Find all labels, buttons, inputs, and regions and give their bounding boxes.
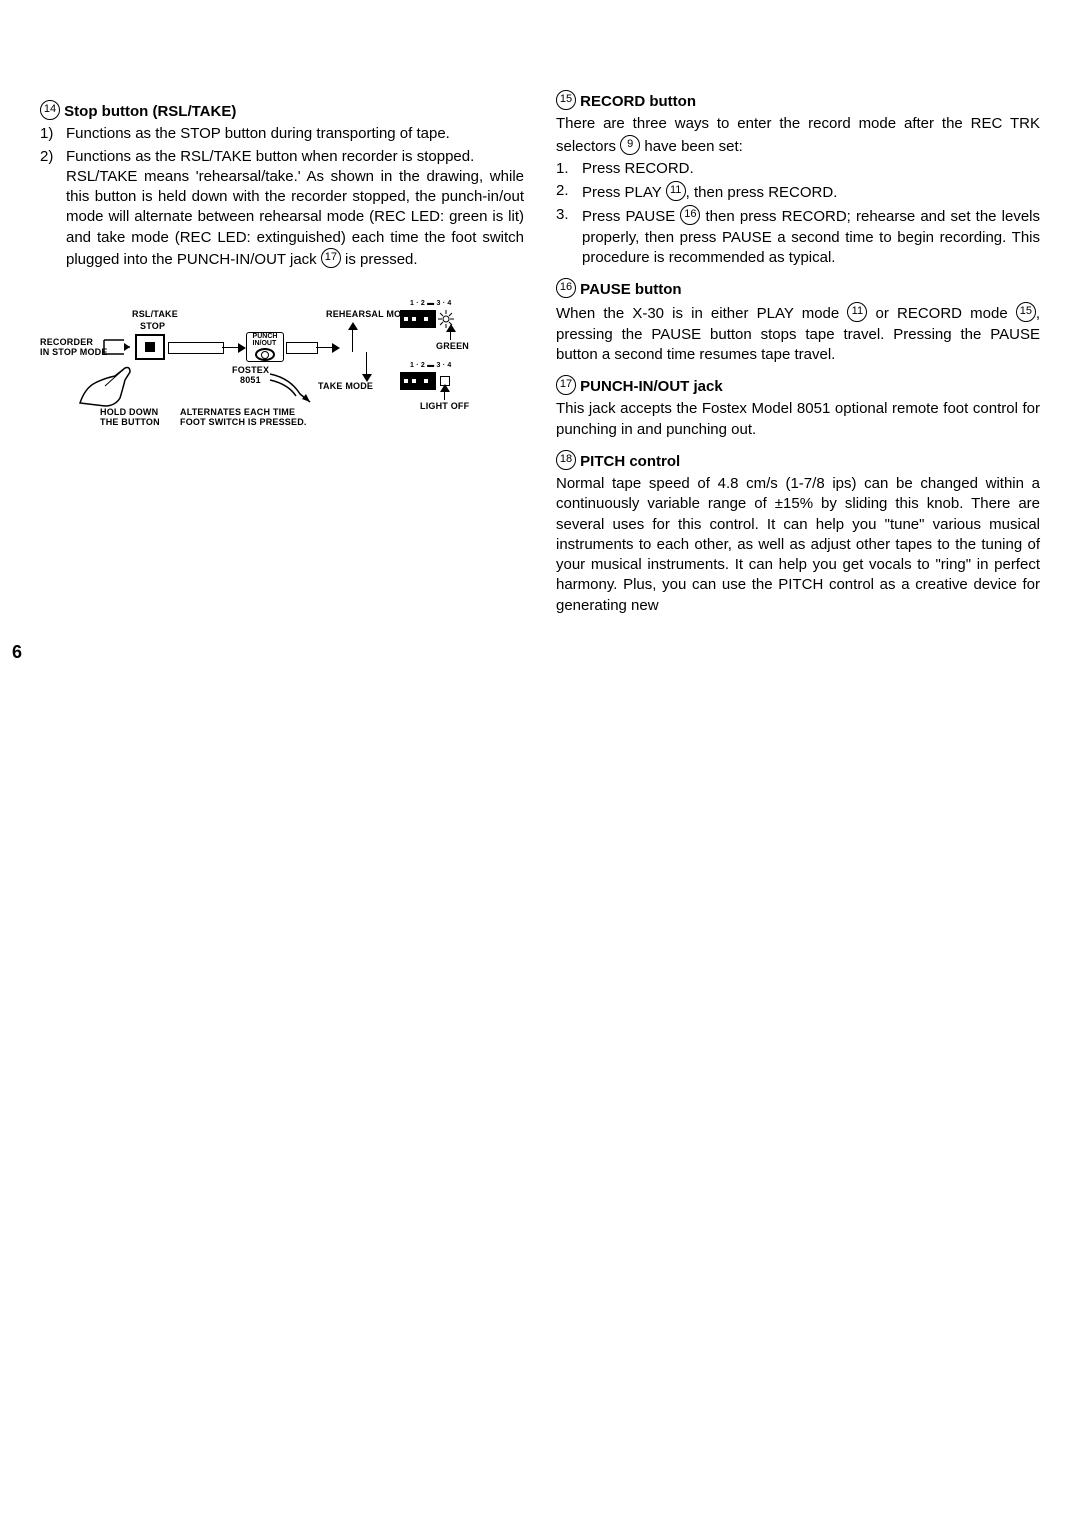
section-14-head: 14 Stop button (RSL/TAKE): [40, 100, 524, 122]
diag-label-green: GREEN: [436, 342, 469, 352]
diag-stop-button-icon: [135, 334, 165, 360]
diag-label-footswitch: FOOT SWITCH IS PRESSED.: [180, 418, 307, 428]
diag-label-stop: STOP: [140, 322, 165, 332]
list-number: 2.: [556, 181, 576, 203]
list-text: Functions as the STOP button during tran…: [66, 124, 524, 144]
section-17-title: PUNCH-IN/OUT jack: [580, 378, 723, 395]
diag-label-instop: IN STOP MODE: [40, 348, 108, 358]
diag-punch-ring-icon: [255, 348, 275, 361]
section-18-body: Normal tape speed of 4.8 cm/s (1-7/8 ips…: [556, 474, 1040, 616]
diag-lightoff-arrow-icon: [444, 390, 445, 400]
diag-label-take: TAKE MODE: [318, 382, 373, 392]
ref-11-icon: 11: [666, 181, 686, 201]
diag-arrow-up-icon: [352, 328, 353, 352]
section-15-title: RECORD button: [580, 93, 696, 110]
diag-arrow2-icon: [316, 347, 334, 348]
diag-box1: [168, 342, 224, 354]
ref-17-icon: 17: [321, 248, 341, 268]
diag-fostex-curve-icon: [240, 366, 320, 406]
rsl-take-diagram: RSL/TAKE STOP RECORDER IN STOP MODE HOLD…: [40, 310, 470, 480]
list-text: Press PAUSE 16 then press RECORD; rehear…: [582, 205, 1040, 268]
left-column: 14 Stop button (RSL/TAKE) 1) Functions a…: [40, 90, 524, 618]
section-14-para: RSL/TAKE means 'rehearsal/take.' As show…: [66, 167, 524, 270]
section-15-head: 15 RECORD button: [556, 90, 1040, 112]
section-14-title: Stop button (RSL/TAKE): [64, 103, 236, 120]
list-number: 1.: [556, 159, 576, 179]
diag-punch-label: PUNCH IN/OUT: [253, 333, 278, 347]
diag-label-thebutton: THE BUTTON: [100, 418, 160, 428]
diag-hand-icon: [75, 358, 135, 408]
ref-18-icon: 18: [556, 450, 576, 470]
list-text: Press PLAY 11, then press RECORD.: [582, 181, 1040, 203]
ref-14-icon: 14: [40, 100, 60, 120]
diag-punch-box: PUNCH IN/OUT: [246, 332, 284, 362]
section-18-head: 18 PITCH control: [556, 450, 1040, 472]
list-item: 1. Press RECORD.: [556, 159, 1040, 179]
list-item: 2) Functions as the RSL/TAKE button when…: [40, 147, 524, 271]
list-number: 3.: [556, 205, 576, 268]
p16a: When the X-30 is in either PLAY mode: [556, 305, 847, 322]
ref-15b-icon: 15: [1016, 302, 1036, 322]
page-number: 6: [12, 640, 22, 664]
section-18-title: PITCH control: [580, 453, 680, 470]
section-17-body: This jack accepts the Fostex Model 8051 …: [556, 399, 1040, 440]
diag-box2: [286, 342, 318, 354]
list-item: 3. Press PAUSE 16 then press RECORD; reh…: [556, 205, 1040, 268]
diag-led-top: [400, 310, 436, 328]
diag-arrow1-icon: [222, 347, 240, 348]
section-15-intro: There are three ways to enter the record…: [556, 114, 1040, 157]
list-item: 2. Press PLAY 11, then press RECORD.: [556, 181, 1040, 203]
section-16-head: 16 PAUSE button: [556, 278, 1040, 300]
i3a: Press PAUSE: [582, 208, 680, 225]
list-text: Functions as the RSL/TAKE button when re…: [66, 147, 524, 271]
page-content: 14 Stop button (RSL/TAKE) 1) Functions a…: [40, 90, 1040, 618]
ref-15-icon: 15: [556, 90, 576, 110]
list-text-line: Functions as the RSL/TAKE button when re…: [66, 148, 474, 165]
para-tail: is pressed.: [341, 251, 418, 268]
diag-arrow-down-icon: [366, 352, 367, 376]
diag-bracket-icon: [102, 338, 132, 358]
diag-green-arrow-icon: [450, 330, 451, 340]
ref-16h-icon: 16: [556, 278, 576, 298]
i2b: , then press RECORD.: [686, 184, 838, 201]
diag-label-rsltake: RSL/TAKE: [132, 310, 178, 320]
para-text: RSL/TAKE means 'rehearsal/take.' As show…: [66, 168, 524, 268]
i2a: Press PLAY: [582, 184, 666, 201]
ref-11b-icon: 11: [847, 302, 867, 322]
section-17-head: 17 PUNCH-IN/OUT jack: [556, 375, 1040, 397]
section-14-list: 1) Functions as the STOP button during t…: [40, 124, 524, 270]
right-column: 15 RECORD button There are three ways to…: [556, 90, 1040, 618]
diag-label-chtop: 1 · 2 ▬ 3 · 4: [410, 300, 452, 308]
diag-label-lightoff: LIGHT OFF: [420, 402, 469, 412]
intro-b: have been set:: [640, 138, 743, 155]
section-16-title: PAUSE button: [580, 281, 681, 298]
section-16-body: When the X-30 is in either PLAY mode 11 …: [556, 302, 1040, 365]
list-item: 1) Functions as the STOP button during t…: [40, 124, 524, 144]
ref-16-icon: 16: [680, 205, 700, 225]
ref-9-icon: 9: [620, 135, 640, 155]
diag-led-bot: [400, 372, 436, 390]
list-number: 2): [40, 147, 60, 271]
p16b: or RECORD mode: [867, 305, 1015, 322]
diag-label-chbot: 1 · 2 ▬ 3 · 4: [410, 362, 452, 370]
list-text: Press RECORD.: [582, 159, 1040, 179]
ref-17h-icon: 17: [556, 375, 576, 395]
list-number: 1): [40, 124, 60, 144]
